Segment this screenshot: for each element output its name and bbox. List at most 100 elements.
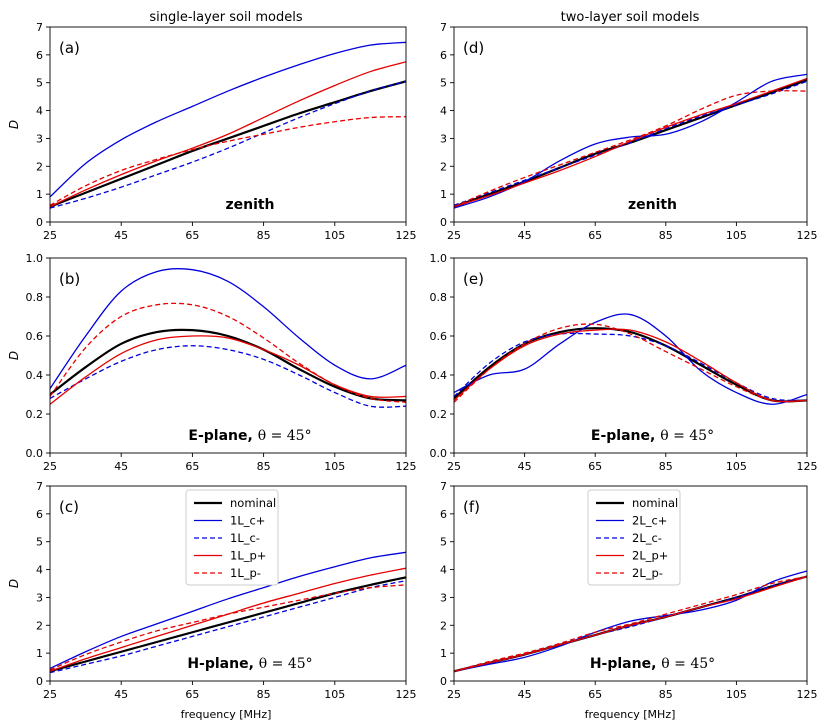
x-tick-label: 45 — [518, 688, 532, 701]
y-tick-label: 2 — [440, 619, 447, 632]
y-tick-label: 2 — [36, 619, 43, 632]
series-group — [50, 41, 406, 209]
panel-letter: (d) — [463, 39, 484, 57]
x-tick-label: 45 — [518, 460, 532, 473]
x-tick-label: 85 — [257, 688, 271, 701]
panel-annotation-label: H-plane, — [187, 656, 258, 672]
x-tick-label: 125 — [396, 460, 417, 473]
y-tick-label: 1.0 — [26, 252, 44, 265]
y-tick-label: 1 — [36, 188, 43, 201]
axes-frame — [49, 257, 407, 454]
panel-annotation: E-plane, θ = 45° — [188, 428, 311, 444]
y-tick-label: 5 — [440, 536, 447, 549]
x-tick-label: 125 — [797, 688, 818, 701]
panel-b: 0.0 0.2 0.4 0.6 0.8 1.0 25 45 65 85 105 125 D (b) E-pl… — [7, 252, 417, 473]
x-tick-label: 45 — [518, 229, 532, 242]
legend: nominal 2L_c+ 2L_c- 2L_p+ 2L_p- — [587, 489, 681, 586]
x-tick-label: 65 — [588, 460, 602, 473]
x-tick-label: 25 — [43, 229, 57, 242]
panel-annotation: H-plane, θ = 45° — [590, 656, 715, 672]
series-line-2L_p+ — [454, 575, 807, 672]
x-tick-label: 125 — [396, 688, 417, 701]
panel-annotation: zenith — [628, 197, 677, 213]
legend-box — [185, 489, 279, 586]
y-tick-label: 5 — [36, 77, 43, 90]
panel-annotation: zenith — [225, 197, 274, 213]
y-tick-label: 1 — [440, 647, 447, 660]
series-line-nominal — [50, 328, 406, 402]
series-line-1L_c+ — [50, 268, 406, 390]
x-tick-label: 105 — [726, 229, 747, 242]
panel-letter: (b) — [59, 270, 80, 288]
y-tick-label: 2 — [36, 160, 43, 173]
y-tick-label: 0.8 — [430, 291, 448, 304]
x-tick-label: 25 — [447, 229, 461, 242]
series-line-2L_p- — [454, 323, 807, 403]
x-tick-label: 65 — [185, 460, 199, 473]
series-line-2L_p+ — [454, 328, 807, 403]
series-line-1L_p- — [50, 584, 406, 671]
series-line-2L_p+ — [454, 77, 807, 208]
series-line-1L_p- — [50, 302, 406, 403]
x-tick-label: 85 — [659, 460, 673, 473]
y-tick-label: 3 — [36, 591, 43, 604]
y-axis-label: D — [7, 579, 21, 588]
y-tick-label: 0.8 — [26, 291, 44, 304]
legend-label: 1L_p- — [230, 566, 261, 580]
panel-annotation-label: H-plane, — [590, 656, 661, 672]
x-tick-label: 105 — [726, 688, 747, 701]
y-tick-label: 4 — [440, 564, 447, 577]
x-tick-label: 45 — [114, 460, 128, 473]
x-tick-label: 105 — [324, 229, 345, 242]
axes-frame — [49, 485, 407, 682]
legend-label: nominal — [230, 496, 276, 510]
x-tick-label: 105 — [324, 688, 345, 701]
x-tick-label: 105 — [726, 460, 747, 473]
y-tick-label: 7 — [440, 480, 447, 493]
series-line-1L_c+ — [50, 551, 406, 670]
y-tick-label: 1 — [36, 647, 43, 660]
y-tick-label: 3 — [440, 591, 447, 604]
legend-label: 2L_c- — [632, 531, 662, 545]
y-axis-label: D — [7, 120, 21, 129]
panel-annotation-label: E-plane, — [188, 428, 257, 444]
panel-letter: (a) — [59, 39, 80, 57]
panel-letter: (f) — [463, 498, 480, 516]
series-line-2L_p- — [454, 90, 807, 208]
series-line-1L_c- — [50, 345, 406, 408]
legend-label: 2L_p- — [632, 566, 663, 580]
series-group — [50, 551, 406, 674]
panel-e: 0.0 0.2 0.4 0.6 0.8 1.0 25 45 65 85 105 125 (e) E-pla… — [430, 252, 818, 473]
x-tick-label: 65 — [185, 688, 199, 701]
x-tick-label: 125 — [396, 229, 417, 242]
panel-annotation-angle: θ = 45° — [259, 656, 313, 672]
y-tick-label: 5 — [440, 77, 447, 90]
y-tick-label: 0 — [440, 216, 447, 229]
panel-letter: (c) — [59, 498, 79, 516]
y-tick-label: 3 — [36, 132, 43, 145]
legend-box — [587, 489, 681, 586]
series-line-1L_p+ — [50, 61, 406, 208]
legend-label: 2L_c+ — [632, 514, 667, 528]
axes-frame — [49, 26, 407, 223]
series-group — [454, 313, 807, 405]
series-group — [454, 570, 807, 673]
x-tick-label: 65 — [185, 229, 199, 242]
y-tick-label: 0.0 — [430, 447, 448, 460]
y-tick-label: 7 — [440, 21, 447, 34]
panel-letter: (e) — [463, 270, 484, 288]
x-tick-label: 25 — [43, 688, 57, 701]
y-tick-label: 6 — [36, 508, 43, 521]
series-group — [50, 268, 406, 408]
x-tick-label: 25 — [447, 460, 461, 473]
panel-annotation-label: E-plane, — [591, 428, 660, 444]
series-line-2L_c- — [454, 332, 807, 402]
legend-label: 1L_p+ — [230, 549, 266, 563]
panel-annotation: H-plane, θ = 45° — [187, 656, 312, 672]
x-tick-label: 85 — [257, 229, 271, 242]
y-tick-label: 0 — [36, 216, 43, 229]
panel-annotation-angle: θ = 45° — [661, 656, 715, 672]
x-tick-label: 125 — [797, 229, 818, 242]
y-tick-label: 6 — [440, 508, 447, 521]
